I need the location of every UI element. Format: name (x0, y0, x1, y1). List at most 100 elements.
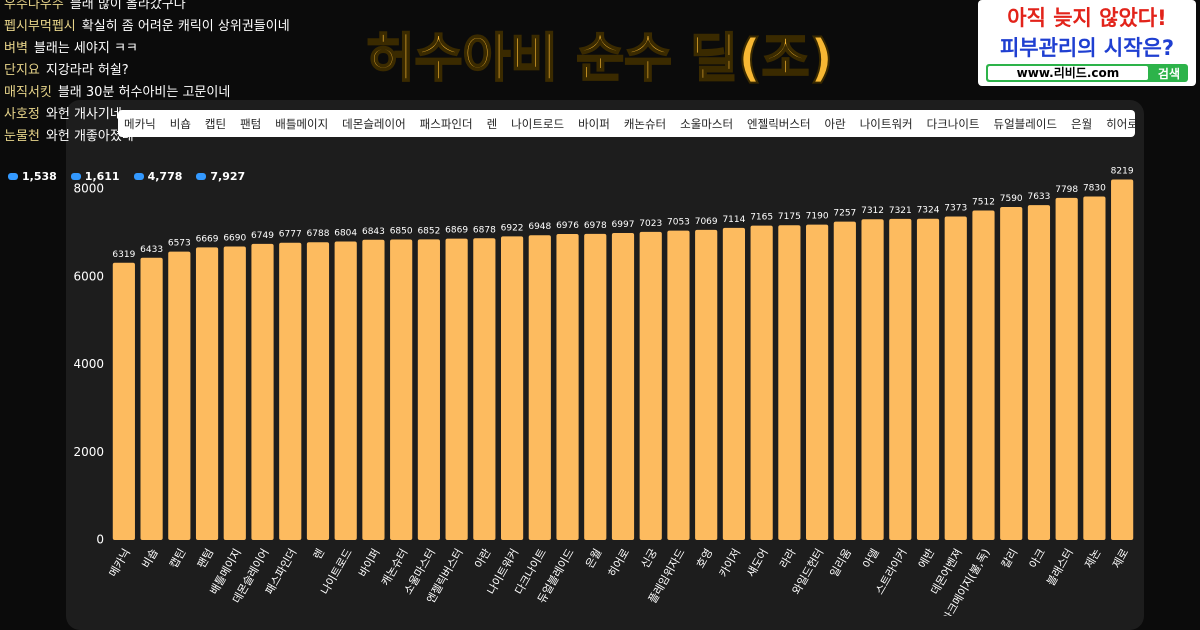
value-label: 6433 (140, 245, 163, 255)
tab[interactable]: 캐논슈터 (623, 116, 667, 131)
tab[interactable]: 나이트워커 (859, 116, 913, 131)
chat-text: 블래는 세야지 ㅋㅋ (33, 41, 138, 56)
page: 우주다우주 블래 많이 올라갔구나 펩시부먹펩시 확실히 좀 어려운 캐릭이 상위권들… (0, 0, 1200, 616)
bar (1027, 205, 1051, 540)
chat-message: 매직서킷 블래 30분 허수아비는 고문이네 (4, 82, 294, 103)
value-label: 6669 (196, 234, 219, 244)
chat-message: 펩시부먹펩시 확실히 좀 어려운 캐릭이 상위권들이네 (4, 16, 294, 37)
x-tick-label: 바이퍼 (356, 547, 382, 580)
bar (1111, 179, 1134, 540)
x-tick-label: 아란 (472, 547, 493, 571)
tab[interactable]: 나이트로드 (511, 116, 565, 131)
ad[interactable]: 아직 늦지 않았다! 피부관리의 시작은? www.리비드.com 검색 (978, 0, 1196, 86)
chat-text: 확실히 좀 어려운 캐릭이 상위권들이네 (81, 19, 290, 34)
x-tick-label: 은월 (583, 547, 604, 571)
chat-text: 지강라라 허쉴? (45, 63, 129, 78)
x-tick-label: 신궁 (639, 547, 660, 571)
bar (417, 239, 440, 540)
stat: 4,778 (134, 170, 183, 183)
tab[interactable]: 아란 (824, 116, 846, 131)
tab[interactable]: 데몬슬레이어 (342, 116, 406, 131)
bar (722, 227, 746, 540)
value-label: 6869 (445, 226, 468, 236)
value-label: 6997 (612, 220, 635, 230)
value-label: 6777 (279, 230, 302, 240)
chat-text: 와헌 개좋아졌네 (45, 129, 134, 144)
tab[interactable]: 렌 (486, 116, 498, 131)
bar (556, 233, 579, 540)
chat-user: 벼벽 (4, 41, 28, 56)
value-label: 6976 (556, 221, 579, 231)
tab[interactable]: 엔젤릭버스터 (747, 116, 811, 131)
tab[interactable]: 배틀메이지 (275, 116, 329, 131)
bar (1083, 196, 1106, 540)
bar (362, 239, 385, 540)
bar (944, 216, 967, 540)
x-tick-label: 일리움 (827, 546, 854, 579)
value-label: 7512 (972, 197, 995, 207)
tab[interactable]: 비숍 (169, 116, 191, 131)
stat: 1,611 (71, 170, 120, 183)
ad-line: 피부관리의 시작은? (999, 36, 1175, 60)
bar (833, 221, 856, 540)
value-label: 6573 (168, 239, 191, 249)
tab[interactable]: 팬텀 (240, 116, 262, 131)
value-label: 6319 (112, 250, 135, 260)
tab[interactable]: 패스파인더 (419, 116, 473, 131)
chat-user: 펩시부먹펩시 (4, 19, 76, 34)
value-label: 7324 (917, 206, 940, 216)
ad-url: www.리비드.com (988, 66, 1148, 80)
value-label: 7190 (806, 212, 829, 222)
tab[interactable]: 듀얼블레이드 (993, 116, 1057, 131)
stat: 7,927 (196, 170, 245, 183)
bar (861, 219, 884, 540)
bar (639, 231, 662, 540)
ad-button[interactable]: 검색 (1157, 66, 1180, 81)
chat-user: 눈물천 (4, 129, 40, 144)
bar (916, 218, 940, 540)
y-tick-label: 0 (96, 533, 104, 547)
value-label: 7633 (1027, 192, 1050, 202)
bar (528, 235, 551, 540)
bar (500, 236, 524, 541)
x-tick-label: 아크 (1027, 547, 1048, 571)
x-tick-label: 제논 (1082, 547, 1103, 571)
tab[interactable]: 소울마스터 (680, 116, 734, 131)
tab[interactable]: 캡틴 (204, 116, 227, 131)
tab[interactable]: 메카닉 (124, 116, 156, 131)
chat-text: 와헌 개사기네 (45, 107, 122, 122)
bar (279, 242, 302, 540)
x-tick-label: 아델 (860, 547, 881, 571)
chat-message: 사호정 와헌 개사기네 (4, 104, 294, 125)
x-tick-label: 메카닉 (107, 547, 133, 580)
x-tick-label: 팬텀 (195, 547, 216, 571)
value-label: 7053 (667, 218, 690, 228)
bar (112, 262, 135, 540)
ad-line: 아직 늦지 않았다! (1007, 6, 1167, 30)
bar (140, 257, 163, 540)
tab[interactable]: 바이퍼 (578, 116, 610, 131)
value-label: 6948 (528, 222, 551, 232)
bar (223, 246, 246, 541)
value-label: 7830 (1083, 184, 1106, 194)
value-label: 7257 (833, 209, 856, 219)
value-label: 8219 (1111, 166, 1134, 176)
value-label: 6804 (334, 229, 357, 239)
value-label: 7312 (861, 206, 884, 216)
y-tick-label: 8000 (73, 182, 104, 196)
y-tick-label: 6000 (73, 269, 104, 283)
bar (473, 238, 496, 541)
tab[interactable]: 다크나이트 (926, 116, 980, 131)
x-tick-label: 호영 (694, 547, 715, 571)
chat-user: 우주다우주 (4, 0, 64, 12)
chat-user: 사호정 (4, 107, 40, 122)
chat: 우주다우주 블래 많이 올라갔구나 펩시부먹펩시 확실히 좀 어려운 캐릭이 상위권들… (4, 0, 294, 148)
value-label: 6749 (251, 231, 274, 241)
bar (390, 239, 413, 541)
bar (1000, 207, 1023, 540)
x-tick-label: 섀도어 (744, 547, 770, 580)
tab[interactable]: 히어로 (1106, 116, 1135, 131)
bar (334, 241, 357, 540)
tab[interactable]: 은월 (1071, 116, 1093, 131)
value-label: 6690 (223, 234, 246, 244)
